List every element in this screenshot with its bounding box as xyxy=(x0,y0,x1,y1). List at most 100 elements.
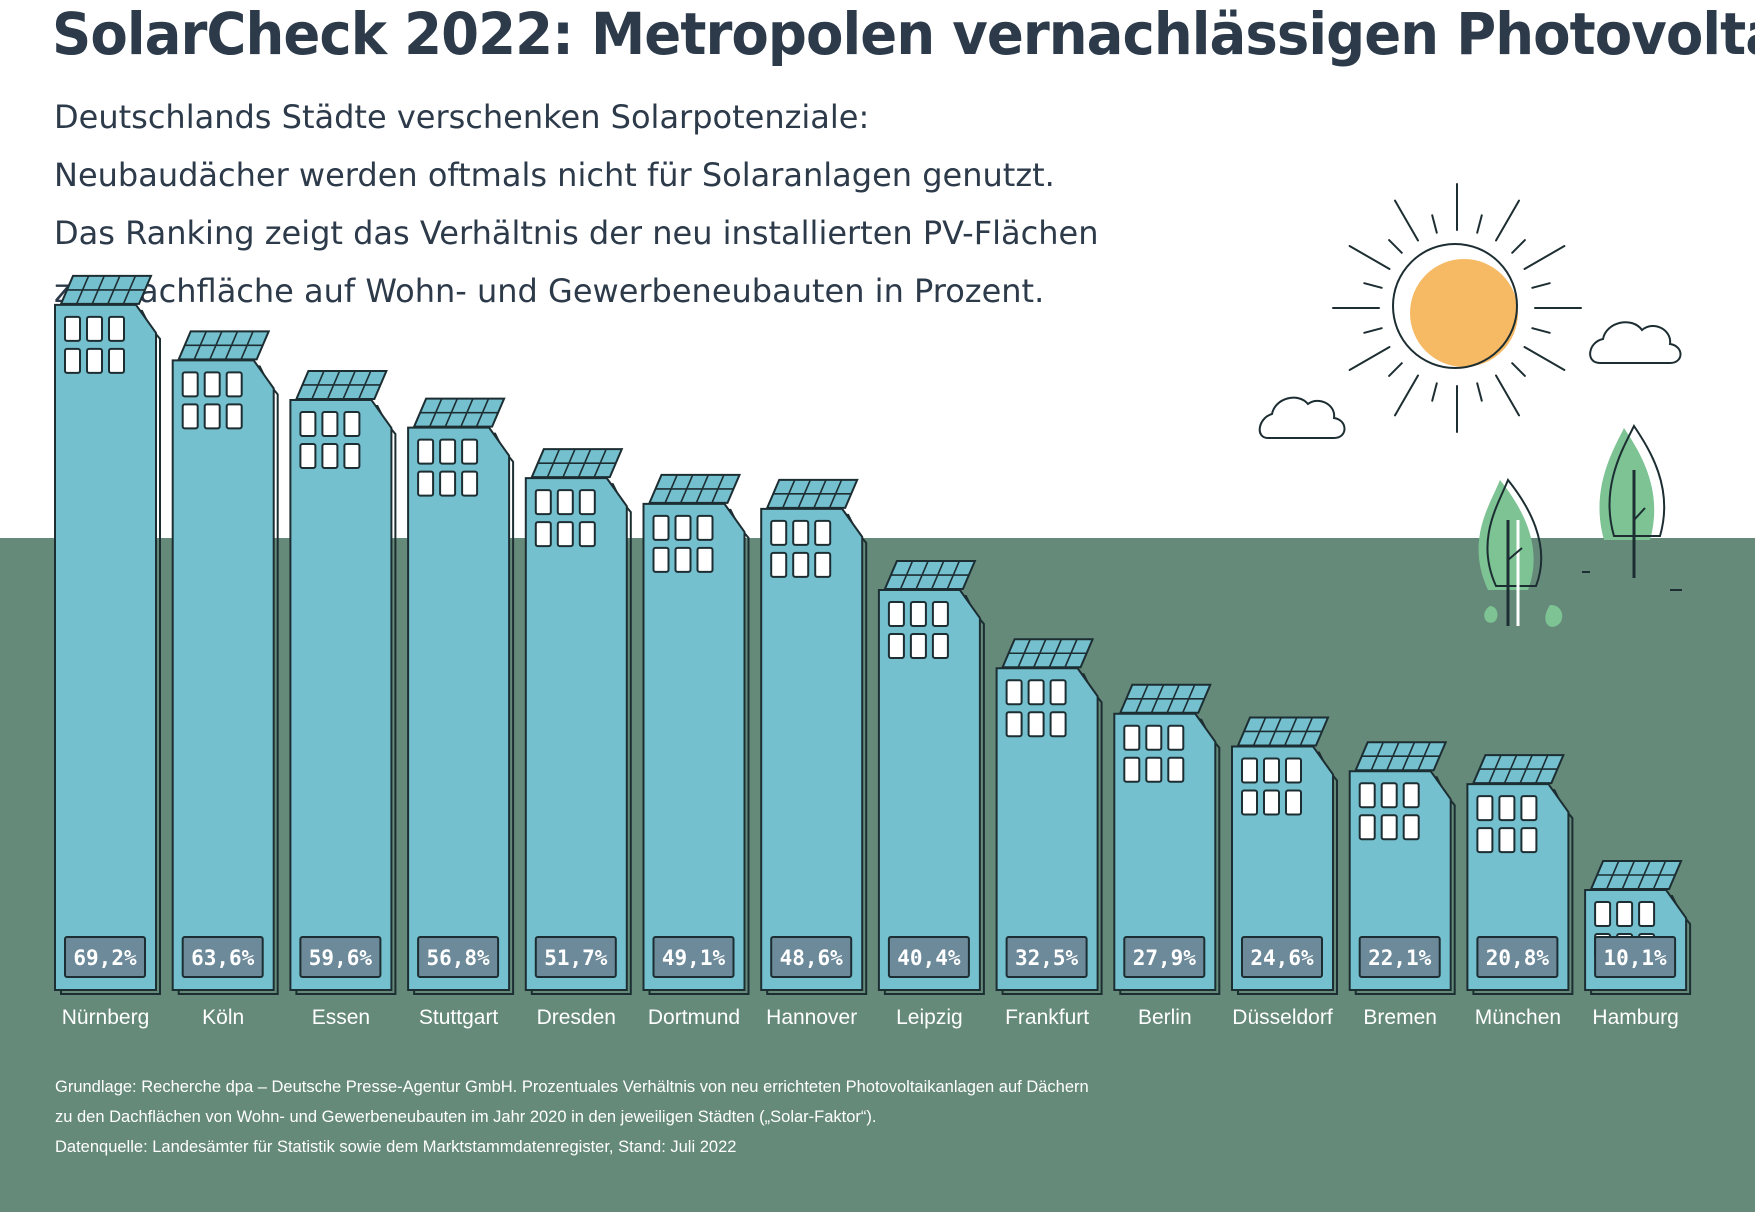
bar-building: 22,1% xyxy=(1348,741,1456,995)
solar-panel-icon xyxy=(1354,741,1448,772)
window xyxy=(909,633,927,660)
category-label: Leipzig xyxy=(896,1006,963,1029)
window xyxy=(1241,789,1258,816)
bar xyxy=(642,502,746,991)
window xyxy=(931,633,949,660)
bush-icon xyxy=(1484,571,1682,627)
window xyxy=(1123,724,1141,751)
category-label: München xyxy=(1475,1006,1561,1029)
category-label: Essen xyxy=(312,1006,370,1029)
footnote-line: zu den Dachflächen von Wohn- und Gewerbe… xyxy=(55,1108,877,1126)
data-label: 40,4% xyxy=(897,946,961,970)
window xyxy=(64,315,81,342)
data-label: 32,5% xyxy=(1015,946,1079,970)
window xyxy=(887,633,905,660)
data-label: 22,1% xyxy=(1368,946,1432,970)
bar xyxy=(54,303,157,991)
bar xyxy=(524,477,628,991)
bar xyxy=(877,589,981,991)
window xyxy=(792,551,810,578)
data-label: 59,6% xyxy=(309,946,373,970)
window xyxy=(1358,814,1376,841)
window xyxy=(1380,814,1398,841)
subtitle-line: zur Dachfläche auf Wohn- und Gewerbeneub… xyxy=(54,272,1045,310)
window xyxy=(181,371,199,398)
window xyxy=(792,519,810,546)
subtitle-line: Das Ranking zeigt das Verhältnis der neu… xyxy=(54,214,1099,252)
window xyxy=(814,519,832,546)
window xyxy=(225,371,243,398)
category-label: Frankfurt xyxy=(1005,1006,1089,1029)
window xyxy=(674,546,692,573)
data-label: 56,8% xyxy=(426,946,490,970)
window xyxy=(1049,711,1067,738)
category-label: Köln xyxy=(202,1006,244,1029)
solar-panel-icon xyxy=(530,448,624,479)
bar-building: 59,6% xyxy=(289,369,397,995)
category-label: Berlin xyxy=(1138,1006,1192,1029)
window xyxy=(86,347,103,374)
window xyxy=(1145,724,1163,751)
window xyxy=(299,442,317,469)
solar-panel-icon xyxy=(294,369,388,400)
cloud-icon xyxy=(1258,396,1346,439)
bar xyxy=(407,426,511,991)
data-label: 48,6% xyxy=(780,946,844,970)
data-label: 20,8% xyxy=(1486,946,1550,970)
solar-panel-icon xyxy=(1589,860,1683,891)
solar-panel-icon xyxy=(1471,754,1565,785)
bar-building: 10,1% xyxy=(1584,860,1692,995)
window xyxy=(108,347,125,374)
window xyxy=(1402,782,1420,809)
bar-building: 24,6% xyxy=(1231,716,1338,995)
bar xyxy=(171,359,275,991)
window xyxy=(814,551,832,578)
window xyxy=(439,470,457,497)
window xyxy=(461,438,479,465)
window xyxy=(1027,711,1045,738)
cloud-icon xyxy=(1589,321,1682,364)
window xyxy=(1145,756,1163,783)
tree-icon xyxy=(1478,478,1543,626)
category-label: Nürnberg xyxy=(62,1006,150,1029)
window xyxy=(1285,757,1302,784)
category-label: Stuttgart xyxy=(419,1006,499,1029)
window xyxy=(931,601,949,628)
window xyxy=(108,315,125,342)
footnote-line: Datenquelle: Landesämter für Statistik s… xyxy=(55,1138,737,1156)
window xyxy=(1498,827,1516,854)
window xyxy=(887,601,905,628)
solar-panel-icon xyxy=(1001,638,1095,669)
data-label: 51,7% xyxy=(544,946,608,970)
category-label: Düsseldorf xyxy=(1232,1006,1333,1029)
sun-icon xyxy=(1332,183,1582,433)
window xyxy=(770,551,788,578)
bar-building: 49,1% xyxy=(642,473,750,995)
subtitle-line: Deutschlands Städte verschenken Solarpot… xyxy=(54,98,870,136)
window xyxy=(534,521,552,548)
bar xyxy=(760,507,864,991)
window xyxy=(1123,756,1141,783)
data-label: 27,9% xyxy=(1133,946,1197,970)
category-label: Hannover xyxy=(766,1006,857,1029)
window xyxy=(343,410,361,437)
solar-panel-icon xyxy=(412,397,506,428)
window xyxy=(1638,901,1656,928)
window xyxy=(696,514,714,541)
bar-building: 63,6% xyxy=(171,330,279,995)
category-label: Hamburg xyxy=(1592,1006,1678,1029)
window xyxy=(1285,789,1302,816)
window xyxy=(1520,795,1538,822)
solar-panel-icon xyxy=(1236,716,1330,747)
window xyxy=(321,442,339,469)
data-label: 63,6% xyxy=(191,946,255,970)
window xyxy=(1402,814,1420,841)
bar xyxy=(1113,712,1217,991)
window xyxy=(652,546,670,573)
bar-series: 69,2% Nürnberg 63,6% Köln 59,6% Essen 56,8% Stu… xyxy=(54,274,1692,1029)
bar xyxy=(995,667,1099,991)
solar-panel-icon xyxy=(883,560,977,591)
window xyxy=(1616,901,1634,928)
solar-panel-icon xyxy=(177,330,271,361)
window xyxy=(1241,757,1258,784)
